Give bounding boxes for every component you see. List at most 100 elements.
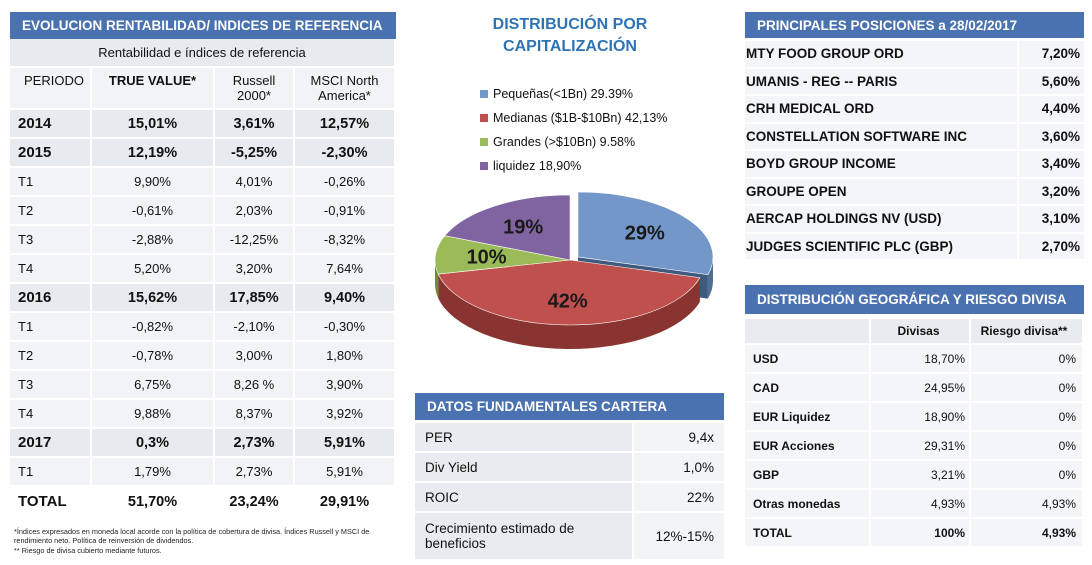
pie-slice-label: 29% — [625, 223, 665, 245]
returns-table: Rentabilidad e índices de referencia PER… — [10, 39, 396, 518]
period-cell: 2015 — [10, 139, 92, 168]
geo-riesgo: 0% — [971, 461, 1084, 490]
geo-header-blank — [745, 319, 871, 345]
col-header-russell: Russell 2000* — [215, 68, 295, 110]
returns-row: TOTAL 51,70% 23,24% 29,91% — [10, 487, 396, 518]
msci-cell: -0,30% — [295, 313, 396, 342]
returns-row: 2015 12,19% -5,25% -2,30% — [10, 139, 396, 168]
returns-row: 2017 0,3% 2,73% 5,91% — [10, 429, 396, 458]
msci-cell: 3,92% — [295, 400, 396, 429]
period-cell: T1 — [10, 458, 92, 487]
position-pct: 3,40% — [1017, 151, 1084, 179]
col-header-msci: MSCI North America* — [295, 68, 396, 110]
returns-panel: EVOLUCION RENTABILIDAD/ INDICES DE REFER… — [10, 12, 396, 518]
geo-label: CAD — [745, 374, 871, 403]
period-cell: T3 — [10, 371, 92, 400]
returns-row: T4 9,88% 8,37% 3,92% — [10, 400, 396, 429]
pie-slice — [434, 235, 571, 275]
pie-slice-label: 42% — [548, 290, 588, 312]
true-value-cell: 12,19% — [92, 139, 215, 168]
position-name: CONSTELLATION SOFTWARE INC — [745, 123, 1017, 151]
returns-row: T1 -0,82% -2,10% -0,30% — [10, 313, 396, 342]
pie-slice-label: 19% — [503, 217, 543, 239]
geo-divisas: 18,70% — [871, 345, 971, 374]
positions-table: MTY FOOD GROUP ORD 7,20% UMANIS - REG -- P… — [745, 41, 1084, 261]
period-cell: 2017 — [10, 429, 92, 458]
fundamental-label: Crecimiento estimado de beneficios — [415, 513, 632, 561]
msci-cell: 1,80% — [295, 342, 396, 371]
russell-cell: 3,61% — [215, 110, 295, 139]
legend-swatch — [480, 90, 488, 98]
russell-cell: 3,20% — [215, 255, 295, 284]
pie-slice-side — [438, 274, 700, 349]
position-name: MTY FOOD GROUP ORD — [745, 41, 1017, 69]
legend-item: Grandes (>$10Bn) 9.58% — [480, 130, 667, 154]
true-value-cell: -0,82% — [92, 313, 215, 342]
geo-riesgo: 0% — [971, 345, 1084, 374]
russell-cell: 2,73% — [215, 429, 295, 458]
msci-cell: -8,32% — [295, 226, 396, 255]
fundamental-label: PER — [415, 423, 632, 453]
geo-label: Otras monedas — [745, 490, 871, 519]
geo-header-divisas: Divisas — [871, 319, 971, 345]
position-row: GROUPE OPEN 3,20% — [745, 178, 1084, 206]
fundamentals-title: DATOS FUNDAMENTALES CARTERA — [415, 393, 724, 420]
msci-cell: 12,57% — [295, 110, 396, 139]
legend-item: Medianas ($1B-$10Bn) 42,13% — [480, 106, 667, 130]
true-value-cell: 15,01% — [92, 110, 215, 139]
period-cell: T2 — [10, 342, 92, 371]
msci-cell: -0,91% — [295, 197, 396, 226]
true-value-cell: -2,88% — [92, 226, 215, 255]
fundamentals-row: ROIC 22% — [415, 483, 724, 513]
positions-panel: PRINCIPALES POSICIONES a 28/02/2017 MTY … — [745, 12, 1084, 261]
geo-riesgo: 0% — [971, 403, 1084, 432]
geo-divisas: 4,93% — [871, 490, 971, 519]
footnote-1: *Índices expresados en moneda local acor… — [14, 527, 370, 546]
geo-row: Otras monedas 4,93% 4,93% — [745, 490, 1084, 519]
true-value-cell: 0,3% — [92, 429, 215, 458]
returns-row: T4 5,20% 3,20% 7,64% — [10, 255, 396, 284]
position-name: CRH MEDICAL ORD — [745, 96, 1017, 124]
geo-label: GBP — [745, 461, 871, 490]
msci-cell: -0,26% — [295, 168, 396, 197]
capitalization-pie-chart: 29% 42% 10% 19% — [434, 191, 714, 349]
geo-total-divisas: 100% — [871, 519, 971, 548]
russell-cell: 17,85% — [215, 284, 295, 313]
returns-row: T1 9,90% 4,01% -0,26% — [10, 168, 396, 197]
true-value-cell: 1,79% — [92, 458, 215, 487]
position-row: JUDGES SCIENTIFIC PLC (GBP) 2,70% — [745, 233, 1084, 261]
returns-subtitle: Rentabilidad e índices de referencia — [10, 39, 396, 68]
fundamental-value: 22% — [632, 483, 724, 513]
legend-label: liquidez 18,90% — [493, 159, 582, 173]
position-pct: 5,60% — [1017, 68, 1084, 96]
returns-row: 2014 15,01% 3,61% 12,57% — [10, 110, 396, 139]
returns-row: T1 1,79% 2,73% 5,91% — [10, 458, 396, 487]
true-value-cell: 9,88% — [92, 400, 215, 429]
msci-cell: 29,91% — [295, 487, 396, 518]
footnote-2: ** Riesgo de divisa cubierto mediante fu… — [14, 545, 162, 555]
true-value-cell: 51,70% — [92, 487, 215, 518]
returns-row: 2016 15,62% 17,85% 9,40% — [10, 284, 396, 313]
fundamental-value: 12%-15% — [632, 513, 724, 561]
true-value-cell: 9,90% — [92, 168, 215, 197]
true-value-cell: 6,75% — [92, 371, 215, 400]
legend-swatch — [480, 114, 488, 122]
fundamental-label: Div Yield — [415, 453, 632, 483]
legend-item: liquidez 18,90% — [480, 154, 667, 178]
position-row: CONSTELLATION SOFTWARE INC 3,60% — [745, 123, 1084, 151]
geo-divisas: 24,95% — [871, 374, 971, 403]
geo-row: EUR Liquidez 18,90% 0% — [745, 403, 1084, 432]
position-pct: 3,60% — [1017, 123, 1084, 151]
position-pct: 3,10% — [1017, 206, 1084, 234]
msci-cell: 5,91% — [295, 458, 396, 487]
geo-total-label: TOTAL — [745, 519, 871, 548]
geo-header-riesgo: Riesgo divisa** — [971, 319, 1084, 345]
russell-cell: 8,26 % — [215, 371, 295, 400]
true-value-cell: 15,62% — [92, 284, 215, 313]
fundamentals-table: PER 9,4x Div Yield 1,0% ROIC 22% Crecimiento e… — [415, 423, 724, 561]
geo-label: EUR Acciones — [745, 432, 871, 461]
returns-row: T3 -2,88% -12,25% -8,32% — [10, 226, 396, 255]
legend-swatch — [480, 162, 488, 170]
fundamentals-row: Div Yield 1,0% — [415, 453, 724, 483]
msci-cell: 9,40% — [295, 284, 396, 313]
